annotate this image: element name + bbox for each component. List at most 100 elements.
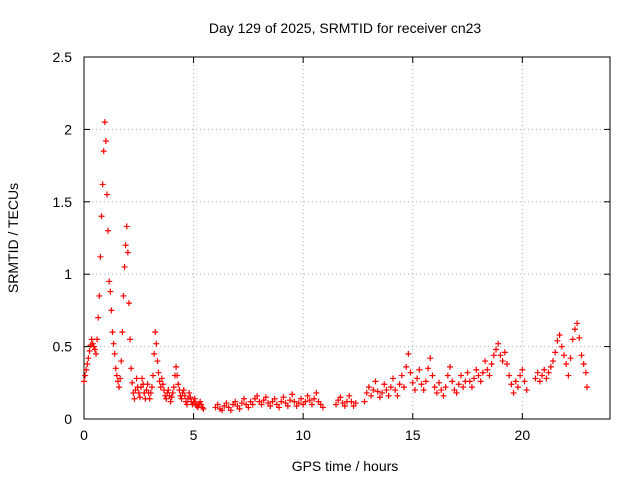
data-point — [96, 292, 103, 299]
data-point — [346, 392, 353, 399]
data-point — [468, 384, 475, 391]
data-point — [571, 326, 578, 333]
data-point — [352, 400, 359, 407]
data-point — [89, 340, 96, 347]
data-point — [112, 365, 119, 372]
data-point — [499, 358, 506, 365]
data-point — [558, 343, 565, 350]
data-point — [536, 378, 543, 385]
data-point — [567, 355, 574, 362]
data-point — [490, 352, 497, 359]
data-point — [85, 355, 92, 362]
data-point — [447, 363, 454, 370]
data-point — [133, 375, 140, 382]
data-point — [466, 378, 473, 385]
data-point — [102, 137, 109, 144]
data-point — [405, 350, 412, 357]
data-point — [232, 398, 239, 405]
data-point — [438, 387, 445, 394]
x-tick-label: 15 — [405, 427, 421, 443]
data-point — [174, 372, 181, 379]
data-point — [341, 402, 348, 409]
data-point — [565, 372, 572, 379]
data-point — [368, 392, 375, 399]
y-axis-label: SRMTID / TECUs — [5, 183, 21, 293]
data-point — [159, 381, 166, 388]
data-point — [91, 346, 98, 353]
data-point — [100, 148, 107, 155]
x-axis-label: GPS time / hours — [292, 458, 399, 474]
data-point — [337, 394, 344, 401]
data-point — [124, 249, 131, 256]
x-tick-label: 5 — [190, 427, 198, 443]
data-point — [150, 372, 157, 379]
data-point — [165, 387, 172, 394]
data-point — [278, 398, 285, 405]
data-point — [106, 278, 113, 285]
data-point — [563, 360, 570, 367]
data-point — [552, 349, 559, 356]
data-point — [547, 363, 554, 370]
data-point — [503, 360, 510, 367]
data-point — [550, 358, 557, 365]
data-point — [170, 384, 177, 391]
data-point — [418, 381, 425, 388]
data-point — [111, 350, 118, 357]
x-tick-label: 20 — [515, 427, 531, 443]
data-point — [108, 307, 115, 314]
data-point — [123, 223, 130, 230]
data-point — [113, 372, 120, 379]
data-point — [127, 336, 134, 343]
data-point — [403, 363, 410, 370]
data-point — [197, 398, 204, 405]
data-point — [460, 384, 467, 391]
data-point — [86, 347, 93, 354]
data-point — [510, 389, 517, 396]
data-point — [392, 387, 399, 394]
data-point — [163, 395, 170, 402]
x-tick-label: 10 — [295, 427, 311, 443]
data-point — [181, 392, 188, 399]
data-point — [105, 227, 112, 234]
data-point — [433, 389, 440, 396]
data-point — [381, 381, 388, 388]
data-point — [582, 369, 589, 376]
data-point — [394, 392, 401, 399]
data-point — [151, 350, 158, 357]
data-point — [495, 340, 502, 347]
data-point — [267, 402, 274, 409]
data-point — [416, 366, 423, 373]
data-point — [554, 337, 561, 344]
data-point — [254, 392, 261, 399]
data-point — [457, 372, 464, 379]
data-point — [93, 350, 100, 357]
data-point — [493, 346, 500, 353]
data-point — [191, 395, 198, 402]
data-point — [396, 381, 403, 388]
data-point — [104, 191, 111, 198]
data-point — [453, 389, 460, 396]
data-point — [501, 349, 508, 356]
data-point — [240, 395, 247, 402]
data-point — [125, 300, 132, 307]
data-point — [497, 352, 504, 359]
data-point — [539, 372, 546, 379]
data-point — [128, 365, 135, 372]
data-point — [99, 181, 106, 188]
data-point — [192, 400, 199, 407]
grid-lines — [84, 57, 610, 419]
data-point — [348, 398, 355, 405]
data-point — [365, 384, 372, 391]
data-point — [214, 401, 221, 408]
data-point — [449, 378, 456, 385]
data-point — [136, 394, 143, 401]
data-point — [479, 369, 486, 376]
data-point — [519, 366, 526, 373]
data-point — [284, 402, 291, 409]
data-point — [506, 372, 513, 379]
data-point — [313, 389, 320, 396]
data-point — [153, 340, 160, 347]
data-point — [245, 404, 252, 411]
data-point — [372, 378, 379, 385]
